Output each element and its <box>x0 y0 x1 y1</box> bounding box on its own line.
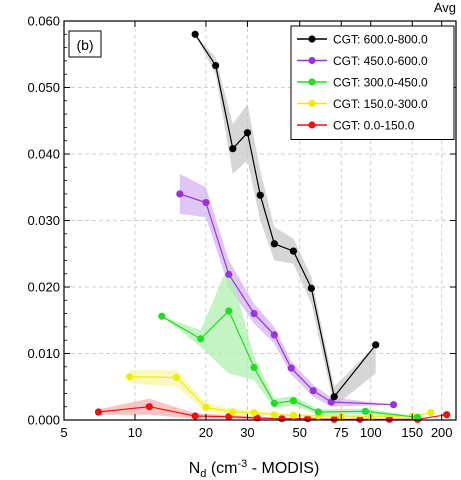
series-2-point <box>314 408 323 416</box>
series-3-line <box>129 376 432 418</box>
x-tick-label: 200 <box>431 425 453 440</box>
series-4-band <box>98 398 447 420</box>
series-0-point <box>289 247 298 255</box>
series-0-point <box>330 393 338 401</box>
series-2-point <box>225 307 233 315</box>
x-tick-label: 50 <box>293 425 307 440</box>
series-2-point <box>250 363 258 372</box>
legend-entry: CGT: 0.0-150.0 <box>333 119 415 133</box>
legend-swatch-marker <box>308 99 316 108</box>
legend-swatch-marker <box>308 121 316 129</box>
series-2-point <box>289 397 298 405</box>
series-1-point <box>309 387 317 395</box>
legend-swatch-marker <box>308 35 316 43</box>
series-4-point <box>145 403 153 411</box>
y-tick-label: 0.010 <box>27 346 60 361</box>
series-3-point <box>172 373 181 382</box>
series-0-point <box>212 61 220 70</box>
x-axis-label: Nd (cm-3 - MODIS) <box>189 458 320 480</box>
series-0-point <box>256 191 264 199</box>
series-0-point <box>270 240 278 248</box>
corner-label: Avg <box>434 0 456 15</box>
legend-swatch-marker <box>308 78 316 86</box>
legend-entry: CGT: 300.0-450.0 <box>333 76 428 90</box>
y-tick-label: 0.060 <box>27 14 60 29</box>
series-3-point <box>427 409 435 417</box>
series-0-band <box>195 34 376 407</box>
legend-entry: CGT: 600.0-800.0 <box>333 33 428 47</box>
y-tick-label: 0.020 <box>27 280 60 295</box>
series-1-point <box>250 310 258 318</box>
series-1-point <box>327 398 335 406</box>
legend-entry: CGT: 450.0-600.0 <box>333 54 428 68</box>
panel-label: (b) <box>76 37 93 53</box>
series-4-point <box>356 415 364 423</box>
series-2-point <box>270 399 278 407</box>
series-2-point <box>158 312 166 320</box>
series-3-point <box>202 403 210 411</box>
series-1-point <box>225 270 233 278</box>
x-tick-label: 30 <box>240 425 254 440</box>
series-4-point <box>443 411 451 419</box>
x-tick-label: 100 <box>360 425 382 440</box>
series-4-point <box>278 415 286 423</box>
series-2-point <box>413 413 422 421</box>
x-tick-label: 75 <box>334 425 348 440</box>
series-1-point <box>287 364 295 372</box>
y-tick-label: 0.040 <box>27 147 60 162</box>
legend-swatch-marker <box>308 56 316 65</box>
series-1-point <box>176 190 184 198</box>
series-4-point <box>191 412 199 420</box>
panel-label-box: (b) <box>68 30 102 58</box>
series-0-point <box>191 30 199 38</box>
series-0-point <box>229 145 237 153</box>
series-4-point <box>225 413 233 421</box>
series-4-point <box>94 408 103 416</box>
series-3-point <box>270 411 278 419</box>
series-4-point <box>330 415 338 423</box>
series-2-point <box>361 407 370 415</box>
series-3-point <box>229 408 237 416</box>
legend-entry: CGT: 150.0-300.0 <box>333 97 428 111</box>
series-2-band <box>161 263 418 419</box>
y-tick-label: 0.000 <box>27 413 60 428</box>
x-tick-label: 20 <box>199 425 213 440</box>
series-1-point <box>389 401 398 409</box>
series-1-point <box>202 198 210 207</box>
series-0-point <box>243 129 252 137</box>
series-4-line <box>98 406 447 420</box>
series-0-point <box>307 284 315 292</box>
series-2-point <box>197 335 205 343</box>
series-4-point <box>385 415 393 423</box>
y-tick-label: 0.050 <box>27 80 60 95</box>
series-3-point <box>126 373 134 381</box>
legend-box <box>290 25 455 140</box>
series-3-point <box>250 409 258 417</box>
y-tick-label: 0.030 <box>27 213 60 228</box>
x-tick-label: 150 <box>401 425 423 440</box>
series-1-point <box>270 331 278 339</box>
legend: CGT: 600.0-800.0 CGT: 450.0-600.0 CGT: 300… <box>290 25 455 140</box>
series-3-point <box>289 411 298 419</box>
series-0-line <box>194 33 377 399</box>
series-0-point <box>372 341 380 349</box>
x-tick-label: 10 <box>128 425 142 440</box>
x-tick-label: 5 <box>60 425 67 440</box>
